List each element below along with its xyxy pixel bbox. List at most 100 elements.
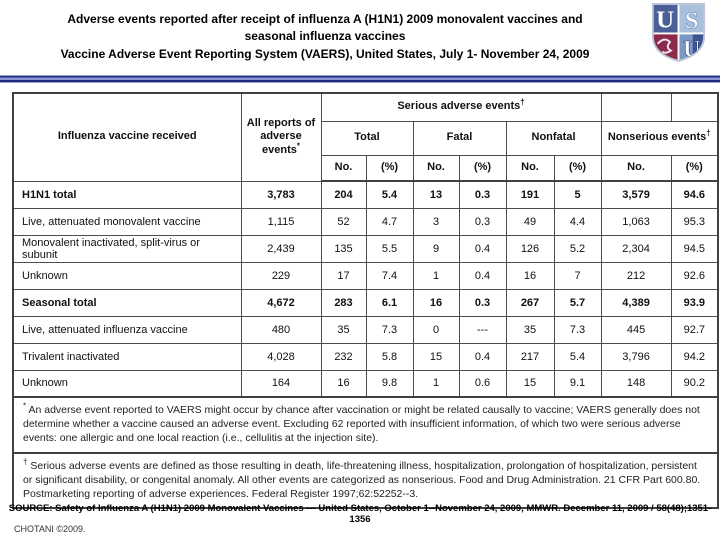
value-cell: 94.6 [670, 180, 719, 209]
header-all-reports: All reports of adverse events* [240, 92, 322, 182]
value-cell: 5.4 [365, 180, 414, 209]
value-cell: 7.3 [553, 315, 602, 344]
value-cell: 445 [600, 315, 672, 344]
value-cell: 0.6 [458, 369, 507, 398]
value-cell: 4.7 [365, 207, 414, 236]
value-cell: 164 [240, 369, 322, 398]
value-cell: 94.5 [670, 234, 719, 263]
header-serious-sup: † [520, 97, 525, 107]
table-row: Trivalent inactivated 4,028 232 5.8 15 0.4 217… [12, 342, 719, 371]
header-all-reports-label: All reports of adverse events [246, 116, 316, 157]
value-cell: 13 [412, 180, 460, 209]
footnote-asterisk: * An adverse event reported to VAERS mig… [12, 396, 719, 454]
table-row: Seasonal total 4,672 283 6.1 16 0.3 267 5.7 4,38… [12, 288, 719, 317]
value-cell: 2,439 [240, 234, 322, 263]
value-cell: 1,115 [240, 207, 322, 236]
header-pct: (%) [458, 154, 507, 182]
value-cell: 3,579 [600, 180, 672, 209]
value-cell: 4.4 [553, 207, 602, 236]
footnote-dagger-sup: † [23, 457, 28, 467]
value-cell: 92.7 [670, 315, 719, 344]
value-cell: 4,028 [240, 342, 322, 371]
value-cell: 212 [600, 261, 672, 290]
value-cell: 0.4 [458, 234, 507, 263]
value-cell: 232 [320, 342, 367, 371]
header-serious-label: Serious adverse events [397, 100, 521, 113]
table-row: Unknown 229 17 7.4 1 0.4 16 7 212 92.6 [12, 261, 719, 290]
value-cell: 0.4 [458, 261, 507, 290]
header-pct: (%) [365, 154, 414, 182]
value-cell: 15 [505, 369, 555, 398]
title-line-3: Vaccine Adverse Event Reporting System (… [60, 46, 590, 61]
table-row: Live, attenuated influenza vaccine 480 35 7… [12, 315, 719, 344]
value-cell: 35 [320, 315, 367, 344]
header-total: Total [320, 120, 414, 156]
value-cell: 5 [553, 180, 602, 209]
value-cell: 4,389 [600, 288, 672, 317]
value-cell: 90.2 [670, 369, 719, 398]
value-cell: 4,672 [240, 288, 322, 317]
value-cell: 3,796 [600, 342, 672, 371]
header-pct: (%) [670, 154, 719, 182]
logo-letter-s: S [685, 8, 699, 35]
value-cell: 0.3 [458, 288, 507, 317]
value-cell: --- [458, 315, 507, 344]
value-cell: 148 [600, 369, 672, 398]
value-cell: 9 [412, 234, 460, 263]
value-cell: 93.9 [670, 288, 719, 317]
value-cell: 191 [505, 180, 555, 209]
vaccine-label-cell: Live, attenuated monovalent vaccine [12, 207, 242, 236]
value-cell: 7.4 [365, 261, 414, 290]
value-cell: 9.1 [553, 369, 602, 398]
value-cell: 217 [505, 342, 555, 371]
header-all-reports-sup: * [296, 141, 300, 151]
vaccine-label-cell: Live, attenuated influenza vaccine [12, 315, 242, 344]
adverse-events-table: Influenza vaccine received All reports o… [12, 92, 720, 510]
table-row: Live, attenuated monovalent vaccine 1,115… [12, 207, 719, 236]
usu-shield-logo: U S U [651, 3, 706, 62]
slide-title: Adverse events reported after receipt of… [0, 11, 650, 63]
table-row: H1N1 total 3,783 204 5.4 13 0.3 191 5 3,579 94.6 [12, 180, 719, 209]
value-cell: 1 [412, 261, 460, 290]
value-cell: 126 [505, 234, 555, 263]
empty-header-cell [600, 92, 672, 122]
vaccine-label-cell: Monovalent inactivated, split-virus or s… [12, 234, 242, 263]
value-cell: 3,783 [240, 180, 322, 209]
value-cell: 135 [320, 234, 367, 263]
logo-letter-u1: U [656, 7, 674, 34]
table-container: Influenza vaccine received All reports o… [12, 92, 720, 510]
footnote-asterisk-text: An adverse event reported to VAERS might… [23, 404, 700, 445]
vaccine-label-cell: H1N1 total [12, 180, 242, 209]
vaccine-label-cell: Seasonal total [12, 288, 242, 317]
header-pct: (%) [553, 154, 602, 182]
value-cell: 267 [505, 288, 555, 317]
title-line-1: Adverse events reported after receipt of… [67, 12, 583, 26]
value-cell: 283 [320, 288, 367, 317]
value-cell: 5.5 [365, 234, 414, 263]
value-cell: 229 [240, 261, 322, 290]
value-cell: 9.8 [365, 369, 414, 398]
header-nonfatal: Nonfatal [505, 120, 602, 156]
value-cell: 16 [505, 261, 555, 290]
footnote-dagger-text: Serious adverse events are defined as th… [23, 459, 701, 500]
eagle-figure [656, 38, 673, 54]
header-vaccine-received: Influenza vaccine received [12, 92, 242, 182]
value-cell: 2,304 [600, 234, 672, 263]
value-cell: 480 [240, 315, 322, 344]
header-nonserious-label: Nonserious events [607, 131, 707, 144]
value-cell: 16 [412, 288, 460, 317]
title-separator [0, 75, 720, 83]
value-cell: 16 [320, 369, 367, 398]
header-no: No. [505, 154, 555, 182]
vaccine-label-cell: Trivalent inactivated [12, 342, 242, 371]
empty-header-cell [670, 92, 719, 122]
table-footnotes: * An adverse event reported to VAERS mig… [12, 396, 719, 509]
value-cell: 0.4 [458, 342, 507, 371]
vaccine-label-cell: Unknown [12, 261, 242, 290]
value-cell: 5.4 [553, 342, 602, 371]
footnote-asterisk-sup: * [23, 401, 27, 411]
header-nonserious: Nonserious events† [600, 120, 719, 156]
value-cell: 204 [320, 180, 367, 209]
title-line-2: seasonal influenza vaccines [244, 29, 406, 44]
